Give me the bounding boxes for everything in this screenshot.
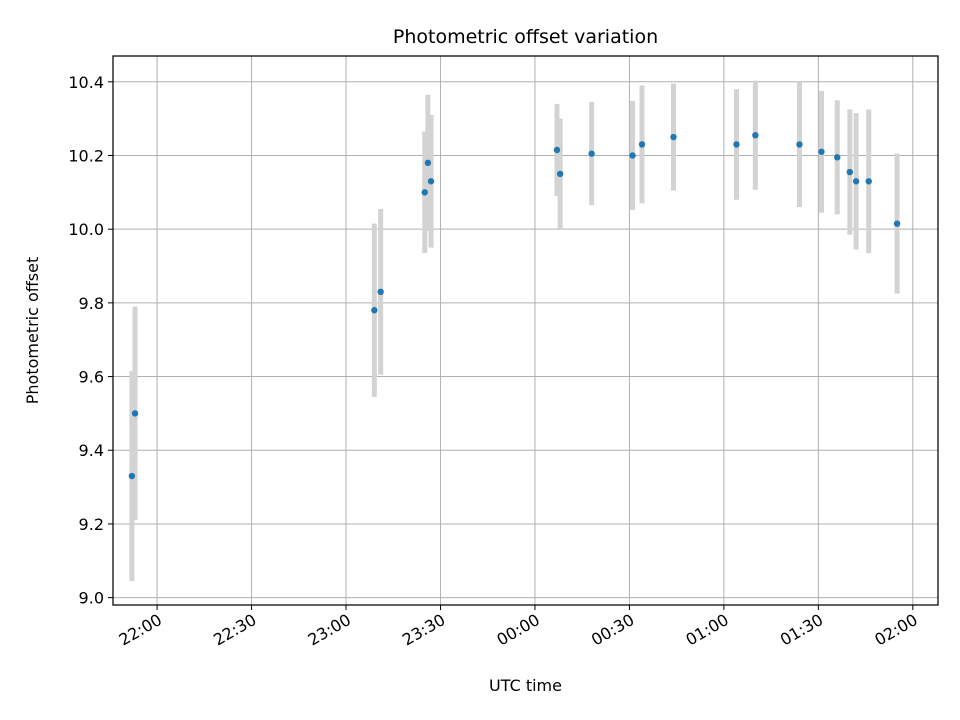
chart-title: Photometric offset variation (393, 26, 658, 48)
data-point (638, 141, 646, 148)
y-tick-label: 10.4 (68, 73, 104, 92)
plot-area-frame (112, 55, 939, 606)
data-point (629, 152, 636, 159)
data-point (752, 132, 759, 139)
grid (113, 56, 938, 605)
data-point (556, 170, 564, 178)
x-tick-label: 22:30 (210, 610, 259, 650)
y-axis-ticks: 9.0 9.2 9.4 9.6 9.8 10.0 10.2 10.4 (68, 73, 113, 608)
y-tick-label: 9.2 (79, 515, 104, 534)
x-tick-label: 00:00 (494, 610, 543, 650)
data-point (733, 141, 740, 148)
x-axis-ticks: 22:00 22:30 23:00 23:30 00:00 00:30 01:00 01:30… (116, 605, 921, 650)
data-point (424, 159, 432, 167)
data-point (377, 288, 384, 296)
y-tick-label: 9.0 (79, 589, 104, 608)
data-points (128, 132, 901, 480)
y-tick-label: 9.4 (79, 441, 104, 460)
data-point (670, 133, 677, 141)
data-point (834, 154, 841, 161)
x-tick-label: 23:30 (399, 610, 448, 650)
data-point (893, 220, 901, 227)
data-point (553, 146, 561, 154)
data-point (818, 148, 825, 155)
x-tick-label: 01:30 (777, 610, 826, 650)
y-tick-label: 9.8 (79, 294, 104, 313)
x-tick-label: 02:00 (871, 610, 920, 650)
x-tick-label: 23:00 (305, 610, 354, 650)
x-tick-label: 00:30 (588, 610, 637, 650)
data-point (128, 472, 136, 480)
data-point (796, 141, 803, 148)
x-tick-label: 22:00 (116, 610, 165, 650)
y-axis-label: Photometric offset (23, 257, 42, 405)
y-tick-label: 10.2 (68, 146, 104, 165)
data-point (865, 178, 872, 185)
data-point (427, 178, 435, 185)
x-axis-label: UTC time (489, 676, 562, 695)
data-point (846, 168, 854, 176)
data-point (131, 410, 139, 417)
data-point (421, 189, 428, 196)
data-point (852, 178, 860, 185)
data-point (588, 150, 595, 157)
data-point (371, 307, 378, 314)
y-tick-label: 9.6 (79, 368, 104, 387)
x-tick-label: 01:00 (682, 610, 731, 650)
y-tick-label: 10.0 (68, 220, 104, 239)
